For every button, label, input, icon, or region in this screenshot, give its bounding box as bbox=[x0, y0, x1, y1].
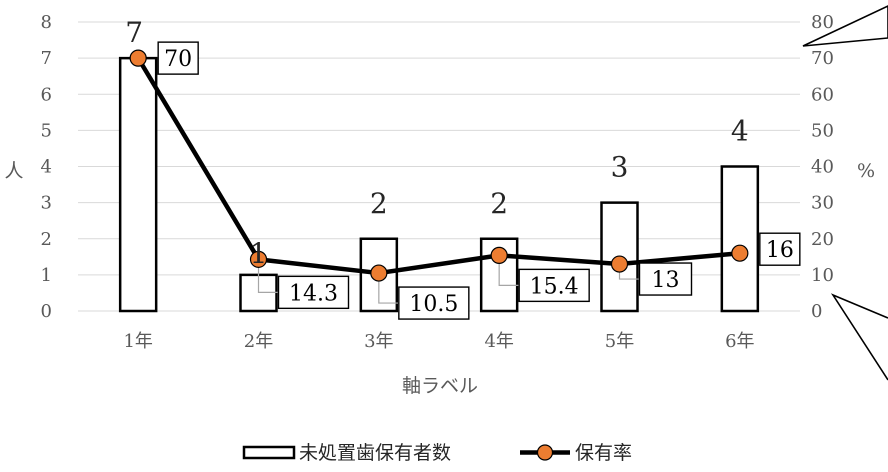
line-label-box bbox=[518, 268, 590, 303]
y-tick-left: 5 bbox=[41, 120, 52, 141]
line-label-box bbox=[157, 41, 199, 75]
leader-lines bbox=[257, 255, 640, 304]
line-marker bbox=[490, 246, 508, 264]
y-tick-left: 8 bbox=[41, 12, 52, 33]
bar bbox=[118, 56, 158, 313]
line-value-label: 10.5 bbox=[409, 292, 458, 317]
line-label-box bbox=[398, 286, 470, 320]
data-labels: 7 1 2 2 3 4 70 14.3 10.5 15.4 13 16 bbox=[125, 16, 801, 320]
y-tick-right: 0 bbox=[811, 301, 822, 322]
y-tick-right: 10 bbox=[811, 265, 834, 286]
y-tick-left: 2 bbox=[41, 229, 52, 250]
x-tick-label: 2年 bbox=[244, 331, 273, 352]
y-axis-title-right: % bbox=[857, 160, 875, 182]
leader-line bbox=[498, 255, 520, 286]
line-value-label: 16 bbox=[766, 238, 794, 263]
bar-value-label: 2 bbox=[490, 187, 508, 220]
x-axis-title: 軸ラベル bbox=[402, 375, 478, 397]
y-axis-title-left: 人 bbox=[4, 160, 23, 182]
line-value-label: 70 bbox=[164, 47, 192, 72]
leader-line bbox=[378, 273, 399, 304]
line-marker bbox=[129, 49, 147, 67]
y-tick-left: 3 bbox=[41, 193, 52, 214]
line-label-box bbox=[759, 232, 801, 266]
line-value-label: 14.3 bbox=[289, 281, 338, 306]
bar-value-label: 7 bbox=[125, 16, 143, 49]
y-tick-right: 50 bbox=[811, 120, 834, 141]
line-path bbox=[136, 56, 741, 276]
legend-label-line: 保有率 bbox=[575, 442, 632, 464]
legend: 未処置歯保有者数 保有率 bbox=[242, 442, 632, 464]
bar-value-label: 3 bbox=[611, 151, 629, 184]
bar-series bbox=[118, 56, 760, 313]
y-tick-right: 20 bbox=[811, 229, 834, 250]
bar-value-label: 2 bbox=[370, 187, 388, 220]
leader-line bbox=[257, 259, 279, 293]
line-series bbox=[129, 49, 749, 282]
line-marker bbox=[610, 255, 629, 273]
x-tick-label: 3年 bbox=[364, 331, 393, 352]
bar-value-label: 1 bbox=[250, 237, 268, 270]
x-tick-label: 6年 bbox=[725, 331, 754, 352]
y-tick-right: 80 bbox=[811, 12, 834, 33]
bar-value-label: 4 bbox=[731, 115, 749, 148]
callout-shapes bbox=[802, 5, 888, 381]
line-marker bbox=[249, 250, 268, 268]
legend-label-bars: 未処置歯保有者数 bbox=[299, 442, 451, 464]
y-tick-left: 1 bbox=[41, 265, 52, 286]
line-marker bbox=[731, 244, 749, 262]
y-tick-left: 6 bbox=[41, 84, 52, 105]
x-tick-label: 1年 bbox=[123, 331, 152, 352]
y-tick-left: 4 bbox=[41, 157, 52, 178]
x-tick-label: 4年 bbox=[484, 331, 513, 352]
line-label-box bbox=[277, 275, 350, 310]
y-tick-right: 40 bbox=[811, 157, 834, 178]
y-tick-right: 60 bbox=[811, 84, 834, 105]
y-tick-right: 30 bbox=[811, 193, 834, 214]
gridlines bbox=[78, 21, 800, 312]
y-tick-right: 70 bbox=[811, 48, 834, 69]
bar bbox=[720, 165, 760, 313]
line-marker bbox=[370, 264, 388, 282]
y-tick-left: 7 bbox=[41, 48, 52, 69]
legend-line-marker bbox=[536, 444, 554, 461]
line-label-box bbox=[638, 262, 693, 296]
line-value-label: 15.4 bbox=[530, 274, 579, 299]
callout-pointer-bottom bbox=[830, 293, 888, 381]
callout-pointer-top bbox=[802, 5, 888, 47]
y-tick-left: 0 bbox=[41, 301, 52, 322]
x-tick-label: 5年 bbox=[605, 331, 634, 352]
line-value-label: 13 bbox=[652, 268, 680, 293]
legend-bar-swatch bbox=[242, 445, 296, 460]
